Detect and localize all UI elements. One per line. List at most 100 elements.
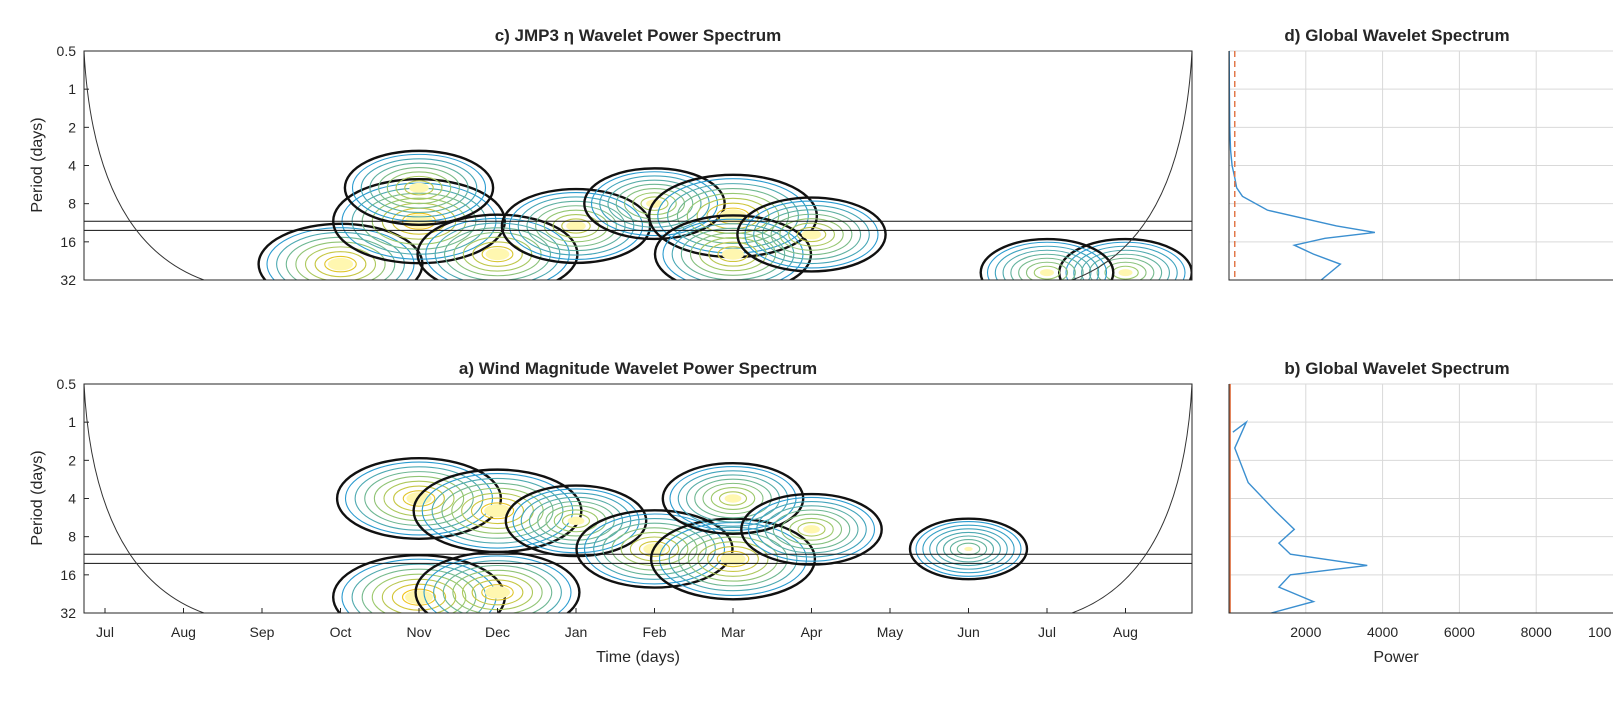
power-peak-a-3 [484,586,511,599]
contour-ring-a-9-4 [942,535,995,563]
power-peak-a-8 [803,525,820,534]
contour-ring-a-8-4 [780,513,843,545]
axes-frame-b [1228,384,1613,614]
y-tick-label-a-0: 0.5 [57,376,77,392]
panel-title-b: b) Global Wavelet Spectrum [1284,359,1509,378]
x-tick-label-a-0: Jul [96,624,114,640]
x-tick-label-a-4: Nov [407,624,432,640]
x-tick-label-a-10: May [877,624,903,640]
contour-ring-c-3-6 [481,246,514,263]
contour-ring-c-5-0 [590,171,719,237]
significance-contour-a-8 [740,492,883,566]
contour-ring-c-5-5 [632,192,677,216]
x-axis-label-a: Time (days) [596,649,680,666]
contour-ring-a-7-3 [694,478,772,519]
power-peak-c-10 [1040,269,1054,277]
cone-of-influence-a [83,383,1193,614]
x-tick-label-b-0: 2000 [1290,624,1321,640]
contour-ring-a-8-5 [789,517,834,541]
significance-contour-a-7 [661,462,805,535]
contour-ring-a-0-3 [371,573,467,613]
contour-ring-c-2-2 [369,162,469,214]
contour-ring-a-3-3 [452,569,543,613]
contour-ring-c-6-2 [676,187,790,244]
contour-ring-a-6-5 [707,545,759,573]
y-ticks-c: 0.5 1 2 4 8 16 32 [57,43,89,288]
significance-contour-c-3 [416,213,579,280]
contour-ring-a-7-1 [677,470,789,527]
x-tick-label-a-1: Aug [171,624,196,640]
panel-title-d: d) Global Wavelet Spectrum [1284,26,1509,45]
contour-ring-a-2-6 [480,502,515,520]
contour-ring-c-6-1 [667,183,799,249]
x-tick-label-b-3: 8000 [1521,624,1552,640]
contour-ring-c-2-5 [395,175,443,200]
power-peak-a-4 [567,516,585,526]
panel-c: 0.5 1 2 4 8 16 32 c) JMP3 η Wavelet Power Spec… [29,26,1193,288]
contour-ring-a-8-6 [797,522,826,537]
contour-ring-c-7-4 [699,237,767,272]
x-tick-label-a-5: Dec [485,624,510,640]
global-series-d-0 [1229,51,1376,280]
panel-title-c: c) JMP3 η Wavelet Power Spectrum [495,26,782,45]
contour-ring-a-5-6 [638,541,671,557]
contour-ring-a-6-4 [697,541,769,577]
panel-title-a: a) Wind Magnitude Wavelet Power Spectrum [459,359,817,378]
contour-ring-c-8-6 [796,226,827,243]
power-peak-a-7 [724,494,742,503]
power-peak-c-8 [801,229,822,240]
x-tick-label-b-1: 4000 [1367,624,1398,640]
contour-ring-c-0-3 [295,241,386,280]
contour-ring-a-4-5 [553,509,599,533]
x-tick-label-a-11: Jun [957,624,980,640]
contour-ring-c-5-6 [640,196,669,211]
contour-ring-c-2-4 [386,171,452,205]
contour-ring-c-4-1 [517,196,635,256]
contour-ring-a-6-1 [668,526,798,592]
contour-ring-c-4-2 [526,200,626,252]
cone-of-influence-c [83,50,1193,281]
significance-contour-c-8 [736,196,887,273]
power-peak-c-4 [566,221,586,231]
contour-ring-a-8-0 [747,496,876,562]
contour-ring-a-3-0 [423,555,572,613]
reference-lines-c [84,220,1192,231]
contour-ring-a-9-1 [922,524,1015,574]
contour-ring-c-0-5 [314,251,367,278]
contour-ring-c-9-0 [1065,241,1186,280]
contour-ring-c-8-5 [787,222,836,247]
y-tick-label-a-6: 32 [60,605,76,621]
x-tick-label-a-6: Jan [565,624,588,640]
y-tick-label-a-5: 16 [60,567,76,583]
contour-ring-a-1-4 [383,480,455,517]
contour-ring-a-3-2 [442,564,553,613]
contour-ring-c-3-2 [444,227,551,280]
contour-ring-c-0-4 [304,246,377,280]
contour-ring-c-8-2 [761,209,862,260]
x-tick-label-b-4: 100 [1588,624,1612,640]
x-axis-label-b: Power [1373,649,1419,666]
y-ticks-a: 0.5 1 2 4 8 16 32 [57,376,89,621]
contour-ring-a-8-2 [764,505,859,554]
power-peak-c-9 [1118,269,1133,277]
contour-ring-a-9-0 [915,521,1022,577]
contour-ring-a-1-5 [393,485,445,512]
y-tick-label-c-5: 16 [60,234,76,250]
contour-ring-a-9-5 [949,539,988,559]
contour-ring-c-10-0 [986,241,1108,280]
global-lines-d [1229,51,1376,280]
x-tick-label-a-7: Feb [642,624,666,640]
power-peak-c-3 [485,248,510,261]
panel-d: d) Global Wavelet Spectrum [1228,26,1613,281]
contour-ring-a-5-5 [629,536,680,562]
contour-ring-a-2-0 [421,472,574,549]
contour-ring-c-10-1 [994,245,1100,280]
power-peak-c-7 [721,248,745,260]
contour-ring-c-5-4 [623,187,686,220]
contour-ring-c-4-6 [561,218,591,234]
panel-a: 0.5 1 2 4 8 16 32 Jul Aug Sep Oct Nov Dec Jan Feb Mar A… [29,359,1193,666]
contour-ring-a-2-1 [431,477,564,544]
significance-contour-c-2 [343,149,495,226]
